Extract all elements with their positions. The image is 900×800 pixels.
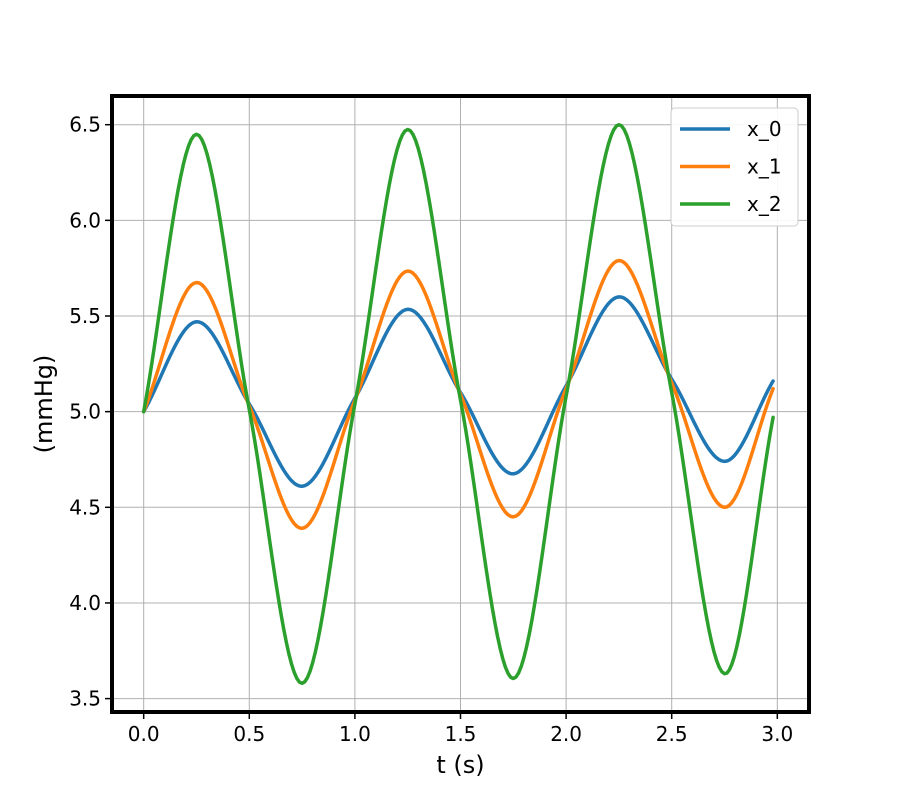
x-tick-label: 0.5 (233, 722, 265, 746)
x-tick-label: 0.0 (128, 722, 160, 746)
axis-ticks: 0.0 0.5 1.0 1.5 2.0 2.5 3.0 3.5 4.0 4.5 5.0 5.5 6.0 6… (69, 113, 793, 746)
legend: x_0 x_1 x_2 (670, 107, 799, 227)
y-tick-label: 3.5 (69, 687, 101, 711)
legend-label: x_2 (747, 192, 782, 216)
legend-box (670, 107, 799, 227)
series-line-x-2 (141, 122, 775, 686)
legend-label: x_1 (747, 155, 782, 179)
y-tick-label: 4.0 (69, 591, 101, 615)
series-lines (141, 122, 775, 686)
x-tick-label: 3.0 (761, 722, 793, 746)
legend-label: x_0 (747, 117, 782, 141)
x-axis-label: t (s) (436, 751, 484, 779)
y-tick-label: 5.0 (69, 400, 101, 424)
x-tick-label: 2.0 (550, 722, 582, 746)
x-tick-label: 1.5 (445, 722, 477, 746)
y-tick-label: 4.5 (69, 495, 101, 519)
x-tick-label: 1.0 (339, 722, 371, 746)
y-tick-label: 6.0 (69, 208, 101, 232)
y-tick-label: 6.5 (69, 113, 101, 137)
x-tick-label: 2.5 (656, 722, 688, 746)
y-tick-label: 5.5 (69, 304, 101, 328)
y-axis-label: (mmHg) (30, 355, 58, 454)
